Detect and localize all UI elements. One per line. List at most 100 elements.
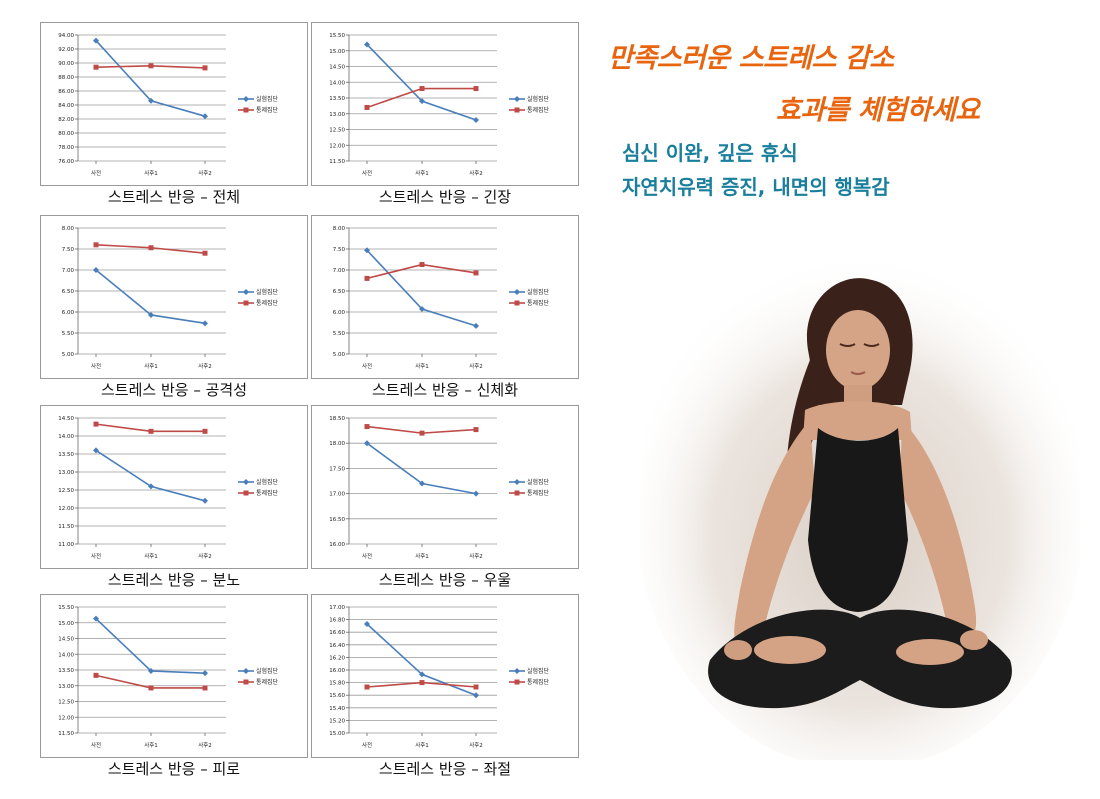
data-point-diamond (148, 311, 154, 318)
y-tick-label: 14.00 (58, 434, 74, 440)
x-tick-label: 사후2 (469, 169, 483, 177)
legend-label: 실험집단 (527, 288, 550, 296)
data-point-diamond (364, 621, 370, 628)
y-tick-label: 16.00 (329, 542, 345, 548)
y-tick-label: 17.50 (329, 466, 345, 472)
x-tick-label: 사후2 (198, 169, 212, 177)
data-point-diamond (93, 615, 99, 622)
y-tick-label: 12.00 (58, 715, 74, 721)
legend-label: 통제집단 (527, 106, 550, 114)
chart-caption: 스트레스 반응 – 신체화 (371, 381, 518, 399)
legend-marker (514, 300, 520, 306)
y-tick-label: 12.00 (329, 143, 345, 149)
y-tick-label: 15.20 (329, 718, 345, 724)
x-tick-label: 사후1 (144, 362, 158, 370)
y-tick-label: 7.00 (62, 268, 75, 274)
y-tick-label: 16.40 (329, 643, 345, 649)
series-line (95, 618, 206, 674)
y-tick-label: 5.50 (333, 331, 346, 337)
chart-panel-frustration: 15.00 15.20 15.40 15.60 15.80 16.00 16.20 16.40… (311, 594, 581, 780)
chart-panel-fatigue: 11.50 12.00 12.50 13.00 13.50 14.00 14.50 15.00… (40, 594, 310, 780)
x-tick-label: 사전 (91, 169, 101, 177)
y-tick-label: 7.50 (333, 247, 346, 253)
y-tick-label: 90.00 (58, 61, 74, 67)
x-tick-label: 사전 (362, 362, 372, 370)
data-point-diamond (473, 692, 479, 699)
x-tick-label: 사후1 (144, 169, 158, 177)
legend-label: 통제집단 (256, 299, 279, 307)
y-tick-label: 13.00 (329, 112, 345, 118)
data-point-square (202, 428, 208, 434)
y-tick-label: 88.00 (58, 75, 74, 81)
x-tick-label: 사후1 (144, 552, 158, 560)
line-chart: 16.00 16.50 17.00 17.50 18.00 18.50 사전 사후1 사후2 실험… (329, 416, 550, 560)
data-point-diamond (473, 490, 479, 497)
data-point-diamond (202, 113, 208, 120)
chart-panel-anger: 11.00 11.50 12.00 12.50 13.00 13.50 14.00 14.50… (40, 405, 310, 591)
y-tick-label: 13.50 (58, 452, 74, 458)
y-tick-label: 16.20 (329, 655, 345, 661)
data-point-diamond (93, 37, 99, 44)
x-tick-label: 사후1 (144, 741, 158, 749)
legend-marker (243, 107, 249, 113)
data-point-diamond (93, 447, 99, 454)
data-point-diamond (364, 440, 370, 447)
y-tick-label: 12.50 (329, 128, 345, 134)
series-line (95, 449, 206, 502)
y-tick-label: 16.00 (329, 668, 345, 674)
y-tick-label: 15.00 (329, 731, 345, 737)
data-point-square (473, 86, 479, 92)
y-tick-label: 14.50 (58, 637, 74, 643)
line-chart: 11.50 12.00 12.50 13.00 13.50 14.00 14.50 15.00… (58, 605, 279, 749)
legend-label: 실험집단 (527, 478, 550, 486)
legend-label: 실험집단 (256, 667, 279, 675)
y-tick-label: 14.00 (329, 80, 345, 86)
data-point-diamond (473, 322, 479, 329)
chart-frame: 11.00 11.50 12.00 12.50 13.00 13.50 14.00 14.50… (40, 405, 308, 569)
data-point-square (93, 242, 99, 248)
legend-label: 실험집단 (256, 95, 279, 103)
chart-frame: 16.00 16.50 17.00 17.50 18.00 18.50 사전 사후1 사후2 실험… (311, 405, 579, 569)
legend-marker (514, 490, 520, 496)
subheadline-line-2: 자연치유력 증진, 내면의 행복감 (622, 175, 890, 199)
y-tick-label: 15.50 (58, 605, 74, 611)
data-point-square (473, 427, 479, 433)
y-tick-label: 17.00 (329, 605, 345, 611)
data-point-diamond (419, 480, 425, 487)
data-point-square (419, 430, 425, 436)
y-tick-label: 6.00 (333, 310, 346, 316)
y-tick-label: 13.50 (329, 96, 345, 102)
y-tick-label: 6.50 (333, 289, 346, 295)
data-point-square (202, 250, 208, 256)
chart-caption: 스트레스 반응 – 좌절 (378, 760, 512, 778)
y-tick-label: 11.00 (58, 542, 74, 548)
data-point-square (202, 65, 208, 71)
legend-label: 통제집단 (256, 489, 279, 497)
y-tick-label: 82.00 (58, 117, 74, 123)
data-point-diamond (419, 98, 425, 105)
x-tick-label: 사전 (91, 741, 101, 749)
data-point-square (364, 424, 370, 430)
data-point-square (148, 428, 154, 434)
y-tick-label: 6.50 (62, 289, 75, 295)
chart-frame: 5.00 5.50 6.00 6.50 7.00 7.50 8.00 사전 사후1 사후2 실험집단… (311, 215, 579, 379)
y-tick-label: 78.00 (58, 145, 74, 151)
legend-marker (514, 679, 520, 685)
y-tick-label: 6.00 (62, 310, 75, 316)
legend-label: 통제집단 (527, 489, 550, 497)
legend-marker (243, 289, 249, 295)
line-chart: 15.00 15.20 15.40 15.60 15.80 16.00 16.20 16.40… (329, 605, 550, 749)
chart-caption: 스트레스 반응 – 피로 (107, 760, 241, 778)
y-tick-label: 14.50 (58, 416, 74, 422)
legend-label: 통제집단 (527, 678, 550, 686)
legend-marker (243, 679, 249, 685)
chart-panel-aggression: 5.00 5.50 6.00 6.50 7.00 7.50 8.00 사전 사후1 사후2 실험집단… (40, 215, 310, 401)
chart-frame: 11.50 12.00 12.50 13.00 13.50 14.00 14.50 15.00… (311, 22, 579, 186)
chart-caption: 스트레스 반응 – 전체 (107, 188, 241, 206)
subheadline-line-1: 심신 이완, 깊은 휴식 (622, 141, 798, 165)
x-tick-label: 사전 (362, 552, 372, 560)
line-chart: 5.00 5.50 6.00 6.50 7.00 7.50 8.00 사전 사후1 사후2 실험집단… (333, 226, 550, 370)
data-point-diamond (148, 667, 154, 674)
y-tick-label: 17.00 (329, 492, 345, 498)
data-point-diamond (202, 670, 208, 677)
